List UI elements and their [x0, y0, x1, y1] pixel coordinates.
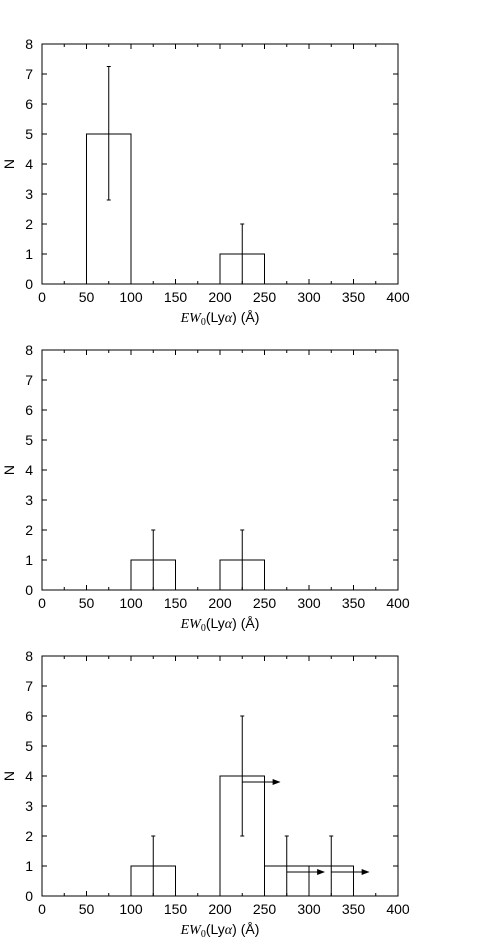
x-axis-label: EW0(Lyα) (Å)	[180, 309, 260, 328]
x-tick-label: 250	[253, 289, 277, 305]
y-tick-label: 5	[25, 738, 33, 754]
y-tick-label: 0	[25, 276, 33, 292]
x-tick-label: 0	[38, 289, 46, 305]
y-tick-label: 5	[25, 126, 33, 142]
y-tick-label: 2	[25, 216, 33, 232]
y-tick-label: 7	[25, 678, 33, 694]
y-tick-label: 8	[25, 648, 33, 664]
x-tick-label: 50	[79, 289, 95, 305]
y-tick-label: 5	[25, 432, 33, 448]
x-tick-label: 100	[119, 901, 143, 917]
y-tick-label: 6	[25, 708, 33, 724]
y-tick-label: 0	[25, 582, 33, 598]
x-tick-label: 150	[164, 289, 188, 305]
x-tick-label: 200	[208, 289, 232, 305]
x-axis-label: EW0(Lyα) (Å)	[180, 921, 260, 939]
x-tick-label: 250	[253, 901, 277, 917]
y-tick-label: 2	[25, 828, 33, 844]
x-tick-label: 0	[38, 901, 46, 917]
y-tick-label: 1	[25, 552, 33, 568]
x-tick-label: 50	[79, 901, 95, 917]
chart-panel-3: 0 50 100 150 200 250 300 350 400 0 1 2 3 4 5 6 7 8 N EW0(Ly…	[1, 648, 410, 939]
x-tick-label: 350	[342, 595, 366, 611]
x-tick-label: 350	[342, 289, 366, 305]
y-tick-label: 6	[25, 96, 33, 112]
y-tick-label: 8	[25, 342, 33, 358]
y-tick-label: 1	[25, 858, 33, 874]
x-tick-label: 200	[208, 595, 232, 611]
x-tick-label: 100	[119, 289, 143, 305]
y-tick-label: 4	[25, 462, 33, 478]
x-tick-label: 300	[297, 595, 321, 611]
y-axis-label: N	[1, 771, 17, 781]
y-tick-label: 8	[25, 36, 33, 52]
x-tick-label: 300	[297, 289, 321, 305]
x-tick-label: 350	[342, 901, 366, 917]
plot-frame	[41, 349, 399, 591]
x-tick-label: 250	[253, 595, 277, 611]
x-tick-label: 50	[79, 595, 95, 611]
x-tick-label: 150	[164, 901, 188, 917]
x-tick-label: 300	[297, 901, 321, 917]
y-tick-label: 3	[25, 492, 33, 508]
x-tick-label: 400	[386, 595, 410, 611]
y-tick-label: 0	[25, 888, 33, 904]
y-tick-label: 3	[25, 186, 33, 202]
y-tick-label: 7	[25, 372, 33, 388]
x-tick-label: 100	[119, 595, 143, 611]
x-tick-label: 400	[386, 289, 410, 305]
y-axis-label: N	[1, 465, 17, 475]
y-tick-label: 3	[25, 798, 33, 814]
x-tick-label: 400	[386, 901, 410, 917]
y-axis-label: N	[1, 159, 17, 169]
x-axis-label: EW0(Lyα) (Å)	[180, 615, 260, 634]
plot-frame	[41, 43, 399, 285]
y-tick-label: 1	[25, 246, 33, 262]
y-tick-label: 7	[25, 66, 33, 82]
chart-panel-2: 0 50 100 150 200 250 300 350 400 0 1 2 3 4 5 6 7 8 N EW0(Ly…	[1, 342, 410, 634]
x-tick-label: 200	[208, 901, 232, 917]
chart-panel-1: 0 50 100 150 200 250 300 350 400 0 1 2 3 4 5 6 7 8 N EW0(Ly…	[1, 36, 410, 328]
y-tick-label: 2	[25, 522, 33, 538]
y-tick-label: 4	[25, 156, 33, 172]
x-tick-label: 0	[38, 595, 46, 611]
y-tick-label: 6	[25, 402, 33, 418]
x-tick-label: 150	[164, 595, 188, 611]
y-tick-label: 4	[25, 768, 33, 784]
